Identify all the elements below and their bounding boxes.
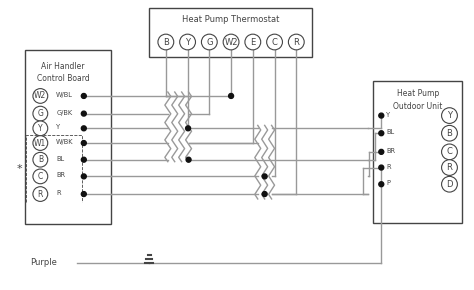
Circle shape	[33, 187, 48, 201]
Circle shape	[82, 157, 86, 162]
Circle shape	[82, 141, 86, 146]
Text: W/BL: W/BL	[56, 92, 73, 98]
Text: BL: BL	[386, 129, 394, 135]
Circle shape	[33, 121, 48, 136]
Text: Y: Y	[386, 112, 391, 117]
Text: W/BK: W/BK	[56, 139, 73, 145]
Text: R: R	[386, 164, 391, 170]
Circle shape	[223, 34, 239, 50]
Circle shape	[180, 34, 195, 50]
Circle shape	[158, 34, 174, 50]
Circle shape	[379, 149, 384, 154]
Circle shape	[33, 106, 48, 121]
Text: C: C	[38, 172, 43, 181]
FancyBboxPatch shape	[374, 81, 462, 224]
Text: C: C	[272, 37, 277, 46]
Circle shape	[82, 174, 86, 179]
Circle shape	[82, 93, 86, 98]
Circle shape	[82, 126, 86, 131]
Text: Y: Y	[56, 124, 60, 130]
FancyBboxPatch shape	[25, 50, 111, 224]
Circle shape	[228, 93, 234, 98]
Circle shape	[33, 169, 48, 184]
Text: B: B	[163, 37, 169, 46]
Text: E: E	[250, 37, 255, 46]
Text: B: B	[447, 129, 452, 138]
Text: BL: BL	[56, 156, 64, 162]
Circle shape	[33, 152, 48, 167]
Text: Purple: Purple	[30, 258, 57, 267]
Text: W1: W1	[34, 139, 46, 148]
Text: R: R	[447, 163, 452, 172]
Circle shape	[82, 111, 86, 116]
Circle shape	[379, 182, 384, 187]
Text: W2: W2	[224, 37, 238, 46]
Circle shape	[186, 157, 191, 162]
Text: Air Handler
Control Board: Air Handler Control Board	[36, 62, 90, 83]
Circle shape	[379, 165, 384, 170]
Circle shape	[262, 192, 267, 197]
Circle shape	[267, 34, 283, 50]
Circle shape	[33, 89, 48, 103]
Circle shape	[442, 108, 457, 124]
Text: Heat Pump
Outdoor Unit: Heat Pump Outdoor Unit	[393, 89, 443, 110]
Text: C: C	[447, 147, 452, 156]
Circle shape	[33, 136, 48, 151]
Text: W2: W2	[34, 91, 46, 100]
Text: Y: Y	[38, 124, 43, 133]
Circle shape	[442, 144, 457, 160]
Circle shape	[442, 125, 457, 141]
Text: BR: BR	[56, 173, 65, 178]
Text: Y: Y	[447, 111, 452, 120]
Text: G/BK: G/BK	[56, 110, 72, 116]
Circle shape	[186, 126, 191, 131]
Circle shape	[245, 34, 261, 50]
Circle shape	[442, 160, 457, 175]
FancyBboxPatch shape	[149, 8, 312, 57]
Circle shape	[288, 34, 304, 50]
Text: D: D	[446, 180, 453, 189]
Text: G: G	[37, 109, 43, 118]
Text: Heat Pump Thermostat: Heat Pump Thermostat	[182, 14, 279, 23]
Circle shape	[262, 174, 267, 179]
Circle shape	[201, 34, 217, 50]
Text: R: R	[37, 190, 43, 199]
Text: BR: BR	[386, 148, 395, 154]
Circle shape	[82, 192, 86, 197]
Circle shape	[442, 176, 457, 192]
Text: R: R	[56, 190, 61, 196]
Text: B: B	[38, 155, 43, 164]
Text: R: R	[293, 37, 299, 46]
Text: G: G	[206, 37, 212, 46]
Circle shape	[379, 113, 384, 118]
Text: P: P	[386, 180, 390, 186]
Text: Y: Y	[185, 37, 190, 46]
Text: *: *	[17, 164, 22, 173]
Circle shape	[379, 131, 384, 136]
